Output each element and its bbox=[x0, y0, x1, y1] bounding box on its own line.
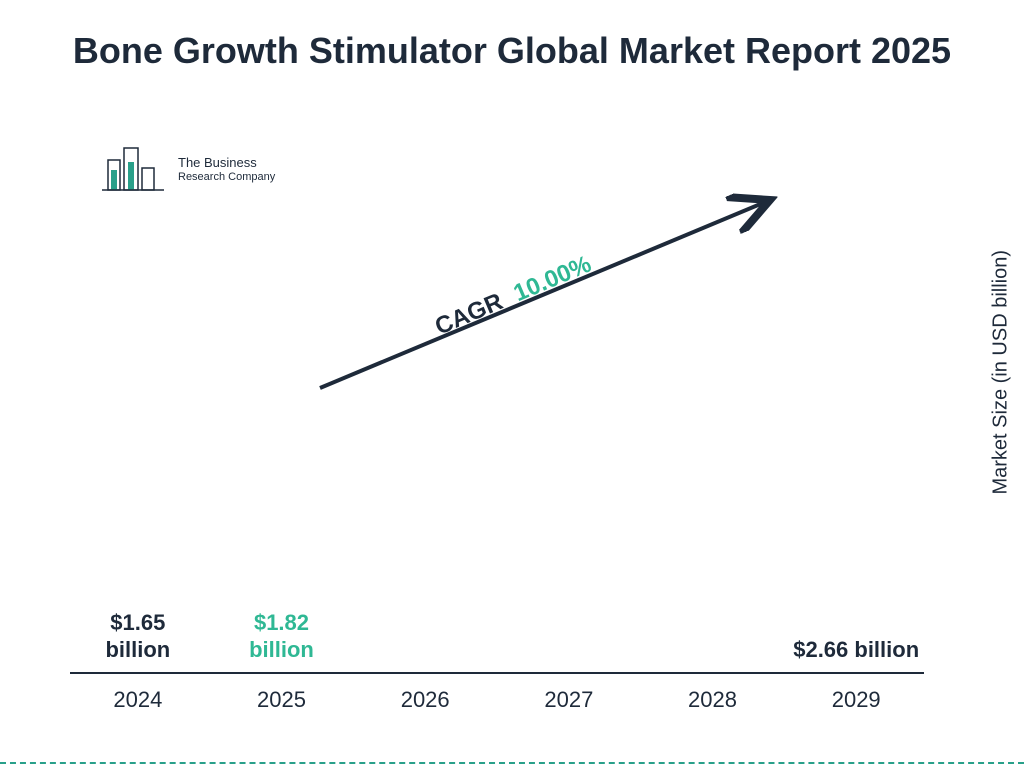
y-axis-label: Market Size (in USD billion) bbox=[990, 250, 1013, 495]
bar-value-label: $2.66 billion bbox=[793, 637, 919, 663]
trend-arrow-icon bbox=[310, 190, 780, 410]
bar-value-label: $1.82billion bbox=[249, 610, 314, 663]
bottom-divider bbox=[0, 762, 1024, 764]
x-axis-labels: 2024 2025 2026 2027 2028 2029 bbox=[80, 687, 914, 713]
x-axis-tick-label: 2027 bbox=[511, 687, 627, 713]
x-axis-tick-label: 2024 bbox=[80, 687, 196, 713]
bar-value-label: $1.65billion bbox=[105, 610, 170, 663]
x-axis-tick-label: 2026 bbox=[367, 687, 483, 713]
cagr-arrow-group: CAGR 10.00% bbox=[310, 190, 780, 410]
chart-title: Bone Growth Stimulator Global Market Rep… bbox=[0, 28, 1024, 73]
chart-container: Bone Growth Stimulator Global Market Rep… bbox=[0, 0, 1024, 768]
x-axis-tick-label: 2025 bbox=[224, 687, 340, 713]
x-axis-tick-label: 2028 bbox=[655, 687, 771, 713]
x-axis-tick-label: 2029 bbox=[798, 687, 914, 713]
